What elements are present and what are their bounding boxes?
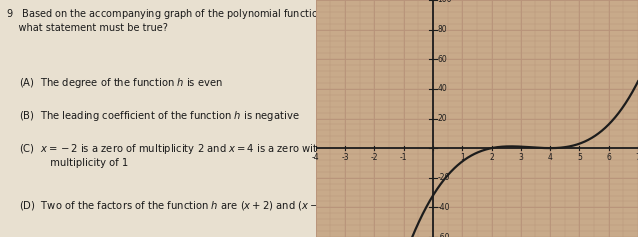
Text: 100: 100 — [438, 0, 452, 5]
Text: 5: 5 — [577, 153, 582, 162]
Text: (D)  Two of the factors of the function $h$ are $(x + 2)$ and $(x - 4)$: (D) Two of the factors of the function $… — [19, 199, 331, 212]
Text: (C)  $x = -2$ is a zero of multiplicity 2 and $x = 4$ is a zero with
          m: (C) $x = -2$ is a zero of multiplicity 2… — [19, 142, 324, 168]
Text: 80: 80 — [438, 25, 447, 34]
Text: 60: 60 — [438, 55, 447, 64]
Text: 2: 2 — [489, 153, 494, 162]
Text: -40: -40 — [438, 203, 450, 212]
Text: -3: -3 — [341, 153, 349, 162]
Text: -20: -20 — [438, 173, 450, 182]
Text: 4: 4 — [547, 153, 553, 162]
Text: 40: 40 — [438, 84, 447, 93]
Text: 6: 6 — [606, 153, 611, 162]
Text: 9   Based on the accompanying graph of the polynomial function $y = h(k)$,
    w: 9 Based on the accompanying graph of the… — [6, 7, 368, 33]
Text: (B)  The leading coefficient of the function $h$ is negative: (B) The leading coefficient of the funct… — [19, 109, 300, 123]
Text: 20: 20 — [438, 114, 447, 123]
Text: -60: -60 — [438, 232, 450, 237]
Text: -1: -1 — [400, 153, 408, 162]
Text: -2: -2 — [371, 153, 378, 162]
Text: (A)  The degree of the function $h$ is even: (A) The degree of the function $h$ is ev… — [19, 76, 223, 90]
Text: 3: 3 — [519, 153, 523, 162]
Text: 1: 1 — [460, 153, 464, 162]
Text: 7: 7 — [635, 153, 638, 162]
Text: -4: -4 — [312, 153, 320, 162]
